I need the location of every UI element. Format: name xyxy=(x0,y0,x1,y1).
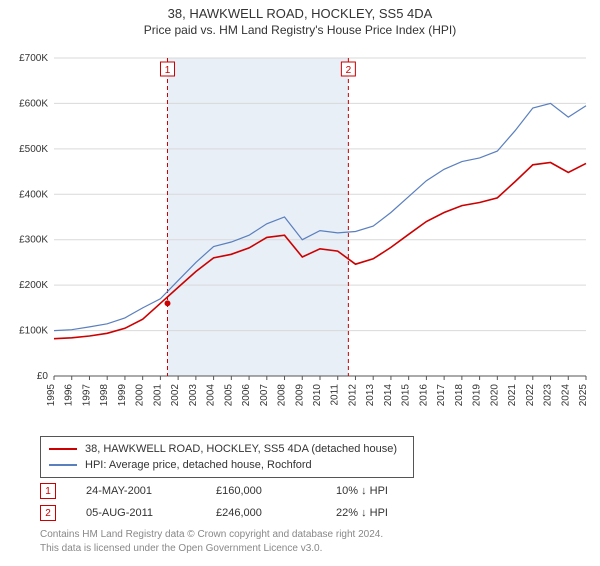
svg-text:1997: 1997 xyxy=(81,384,92,407)
svg-text:2003: 2003 xyxy=(188,384,199,407)
svg-text:2002: 2002 xyxy=(170,384,181,407)
svg-text:2024: 2024 xyxy=(560,384,571,407)
table-row: 2 05-AUG-2011 £246,000 22% ↓ HPI xyxy=(40,502,388,524)
chart-container: 38, HAWKWELL ROAD, HOCKLEY, SS5 4DA Pric… xyxy=(0,6,600,566)
svg-text:1995: 1995 xyxy=(46,384,57,407)
legend-swatch xyxy=(49,448,77,450)
svg-text:£500K: £500K xyxy=(19,144,48,155)
svg-text:£100K: £100K xyxy=(19,326,48,337)
svg-text:2019: 2019 xyxy=(472,384,483,407)
svg-text:2001: 2001 xyxy=(152,384,163,407)
svg-text:1998: 1998 xyxy=(99,384,110,407)
sale-delta: 10% ↓ HPI xyxy=(336,485,388,497)
svg-text:2016: 2016 xyxy=(418,384,429,407)
sale-date: 05-AUG-2011 xyxy=(86,507,186,519)
svg-text:2025: 2025 xyxy=(578,384,589,407)
legend-item: HPI: Average price, detached house, Roch… xyxy=(49,457,405,473)
sale-marker-badge: 1 xyxy=(40,483,56,499)
svg-text:£700K: £700K xyxy=(19,53,48,64)
legend-label: 38, HAWKWELL ROAD, HOCKLEY, SS5 4DA (det… xyxy=(85,441,397,457)
svg-text:£200K: £200K xyxy=(19,280,48,291)
svg-text:£0: £0 xyxy=(37,371,49,382)
page-subtitle: Price paid vs. HM Land Registry's House … xyxy=(0,23,600,37)
sale-price: £246,000 xyxy=(216,507,306,519)
attribution-line: Contains HM Land Registry data © Crown c… xyxy=(40,528,383,542)
legend-item: 38, HAWKWELL ROAD, HOCKLEY, SS5 4DA (det… xyxy=(49,441,405,457)
svg-text:2014: 2014 xyxy=(383,384,394,407)
svg-text:2011: 2011 xyxy=(330,384,341,406)
legend-swatch xyxy=(49,464,77,466)
sale-delta: 22% ↓ HPI xyxy=(336,507,388,519)
svg-text:2015: 2015 xyxy=(401,384,412,407)
svg-text:2023: 2023 xyxy=(543,384,554,407)
svg-text:2009: 2009 xyxy=(294,384,305,407)
svg-text:2017: 2017 xyxy=(436,384,447,407)
svg-text:£600K: £600K xyxy=(19,98,48,109)
sale-price: £160,000 xyxy=(216,485,306,497)
page-title: 38, HAWKWELL ROAD, HOCKLEY, SS5 4DA xyxy=(0,6,600,21)
svg-text:2007: 2007 xyxy=(259,384,270,407)
svg-text:2018: 2018 xyxy=(454,384,465,407)
svg-text:£400K: £400K xyxy=(19,189,48,200)
attribution: Contains HM Land Registry data © Crown c… xyxy=(40,528,383,556)
svg-text:2021: 2021 xyxy=(507,384,518,407)
svg-text:£300K: £300K xyxy=(19,235,48,246)
svg-text:1: 1 xyxy=(165,65,171,76)
legend-label: HPI: Average price, detached house, Roch… xyxy=(85,457,312,473)
svg-text:2004: 2004 xyxy=(206,384,217,407)
svg-text:2020: 2020 xyxy=(489,384,500,407)
table-row: 1 24-MAY-2001 £160,000 10% ↓ HPI xyxy=(40,480,388,502)
sales-table: 1 24-MAY-2001 £160,000 10% ↓ HPI 2 05-AU… xyxy=(40,480,388,524)
chart-area: £0 £100K £200K £300K £400K £500K £600K £700K 199… xyxy=(4,52,596,432)
legend: 38, HAWKWELL ROAD, HOCKLEY, SS5 4DA (det… xyxy=(40,436,414,478)
svg-text:2005: 2005 xyxy=(223,384,234,407)
sale-marker-badge: 2 xyxy=(40,505,56,521)
svg-text:2022: 2022 xyxy=(525,384,536,407)
svg-text:2010: 2010 xyxy=(312,384,323,407)
svg-text:2008: 2008 xyxy=(277,384,288,407)
svg-text:2006: 2006 xyxy=(241,384,252,407)
line-chart-svg: £0 £100K £200K £300K £400K £500K £600K £700K 199… xyxy=(4,52,596,412)
svg-text:2: 2 xyxy=(346,65,352,76)
attribution-line: This data is licensed under the Open Gov… xyxy=(40,542,383,556)
svg-text:1999: 1999 xyxy=(117,384,128,407)
svg-text:2012: 2012 xyxy=(347,384,358,407)
svg-text:1996: 1996 xyxy=(64,384,75,407)
sale-date: 24-MAY-2001 xyxy=(86,485,186,497)
svg-text:2000: 2000 xyxy=(135,384,146,407)
svg-text:2013: 2013 xyxy=(365,384,376,407)
